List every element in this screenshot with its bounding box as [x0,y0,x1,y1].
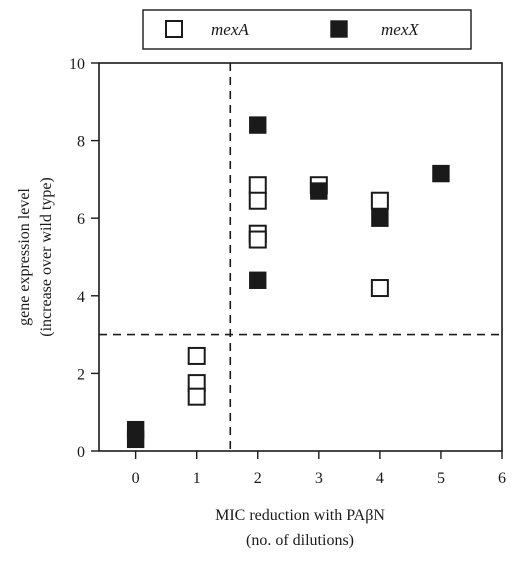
x-tick-label-4: 4 [376,470,384,487]
x-tick-label-0: 0 [132,470,140,487]
legend-marker-mexX [330,20,348,38]
point-mexX-1 [126,430,145,449]
x-tick-label-2: 2 [254,470,262,487]
data-points [126,116,450,449]
point-mexA-6 [248,230,267,249]
point-mexX-3 [249,271,267,289]
legend-box [142,9,472,50]
point-mexA-8 [370,191,389,210]
x-axis-title-line-1: MIC reduction with PAβN [215,507,385,524]
x-axis-title-line-2: (no. of dilutions) [246,532,354,549]
point-mexA-0 [187,346,206,365]
x-tick-label-3: 3 [315,470,323,487]
x-tick-label-5: 5 [437,470,445,487]
y-tick-label-1: 2 [77,366,85,383]
point-mexA-3 [248,176,267,195]
point-mexX-4 [310,182,328,200]
y-tick-label-0: 0 [77,444,85,461]
point-mexA-2 [187,387,206,406]
plot-area [98,62,503,452]
point-mexA-4 [248,191,267,210]
point-mexX-5 [371,209,389,227]
x-tick-label-1: 1 [193,470,201,487]
point-mexX-6 [432,164,450,183]
y-axis-title-line-2: (increase over wild type) [38,177,55,336]
legend-marker-mexA [165,20,183,38]
y-axis-title: gene expression level (increase over wil… [16,177,55,336]
y-tick-label-2: 4 [77,289,85,306]
point-mexA-9 [370,279,389,298]
y-axis-title-line-1: gene expression level [16,188,33,326]
y-tick-label-5: 10 [69,56,85,73]
x-tick-label-6: 6 [498,470,506,487]
x-axis-ticks: 0 1 2 3 4 5 6 [132,451,506,487]
y-tick-label-4: 8 [77,134,85,151]
point-mexX-2 [249,116,267,134]
legend-label-mexA: mexA [211,20,249,39]
legend: mexA mexX [142,9,472,50]
y-tick-label-3: 6 [77,211,85,228]
legend-label-mexX: mexX [381,20,419,39]
y-axis-ticks: 0 2 4 6 8 10 [69,56,99,461]
